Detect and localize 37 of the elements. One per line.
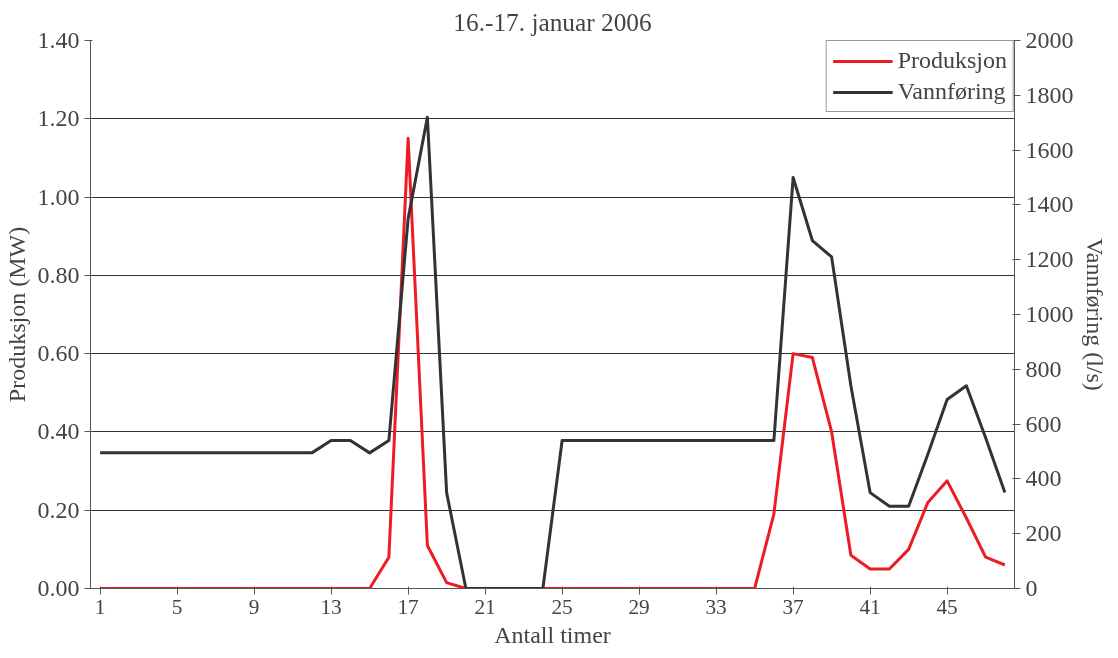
x-tick-label: 13: [320, 594, 342, 619]
y2-axis-title: Vannføring (l/s): [1081, 238, 1108, 391]
y-axis-title: Produksjon (MW): [3, 226, 30, 403]
x-tick-label: 1: [94, 594, 106, 619]
y2-tick-label: 1200: [1025, 246, 1074, 273]
y2-tick-label: 1000: [1025, 301, 1074, 327]
legend-label: Produksjon: [897, 47, 1007, 74]
x-tick-label: 9: [248, 594, 260, 619]
y2-tick-label: 0: [1025, 575, 1038, 601]
y-tick-label: 1.00: [37, 183, 80, 210]
y2-tick-label: 1800: [1025, 81, 1074, 108]
y2-tick-label: 1400: [1025, 191, 1074, 218]
y2-tick-label: 200: [1025, 520, 1062, 547]
chart-title: 16.-17. januar 2006: [453, 7, 652, 36]
x-tick-label: 21: [474, 594, 496, 619]
y-tick-label: 1.20: [37, 105, 80, 132]
y-tick-label: 0.60: [37, 340, 80, 367]
x-tick-label: 25: [551, 594, 573, 619]
x-tick-label: 5: [171, 594, 183, 619]
y2-tick-label: 800: [1025, 355, 1062, 382]
x-tick-label: 29: [628, 594, 650, 619]
x-tick-label: 17: [397, 594, 420, 619]
x-tick-label: 33: [705, 594, 727, 619]
x-tick-label: 41: [859, 594, 881, 619]
y2-tick-label: 600: [1025, 410, 1062, 437]
y-tick-label: 0.80: [37, 261, 80, 288]
x-tick-label: 45: [936, 594, 958, 619]
y-tick-label: 0.00: [37, 575, 80, 601]
y2-tick-label: 1600: [1025, 136, 1074, 163]
y-tick-label: 0.20: [37, 496, 80, 523]
x-tick-label: 37: [782, 594, 805, 619]
legend-label: Vannføring: [897, 78, 1006, 105]
y-tick-label: 0.40: [37, 418, 80, 445]
y2-tick-label: 2000: [1025, 27, 1074, 53]
y-tick-label: 1.40: [37, 27, 80, 53]
x-axis-title: Antall timer: [494, 621, 611, 648]
y2-tick-label: 400: [1025, 465, 1062, 492]
